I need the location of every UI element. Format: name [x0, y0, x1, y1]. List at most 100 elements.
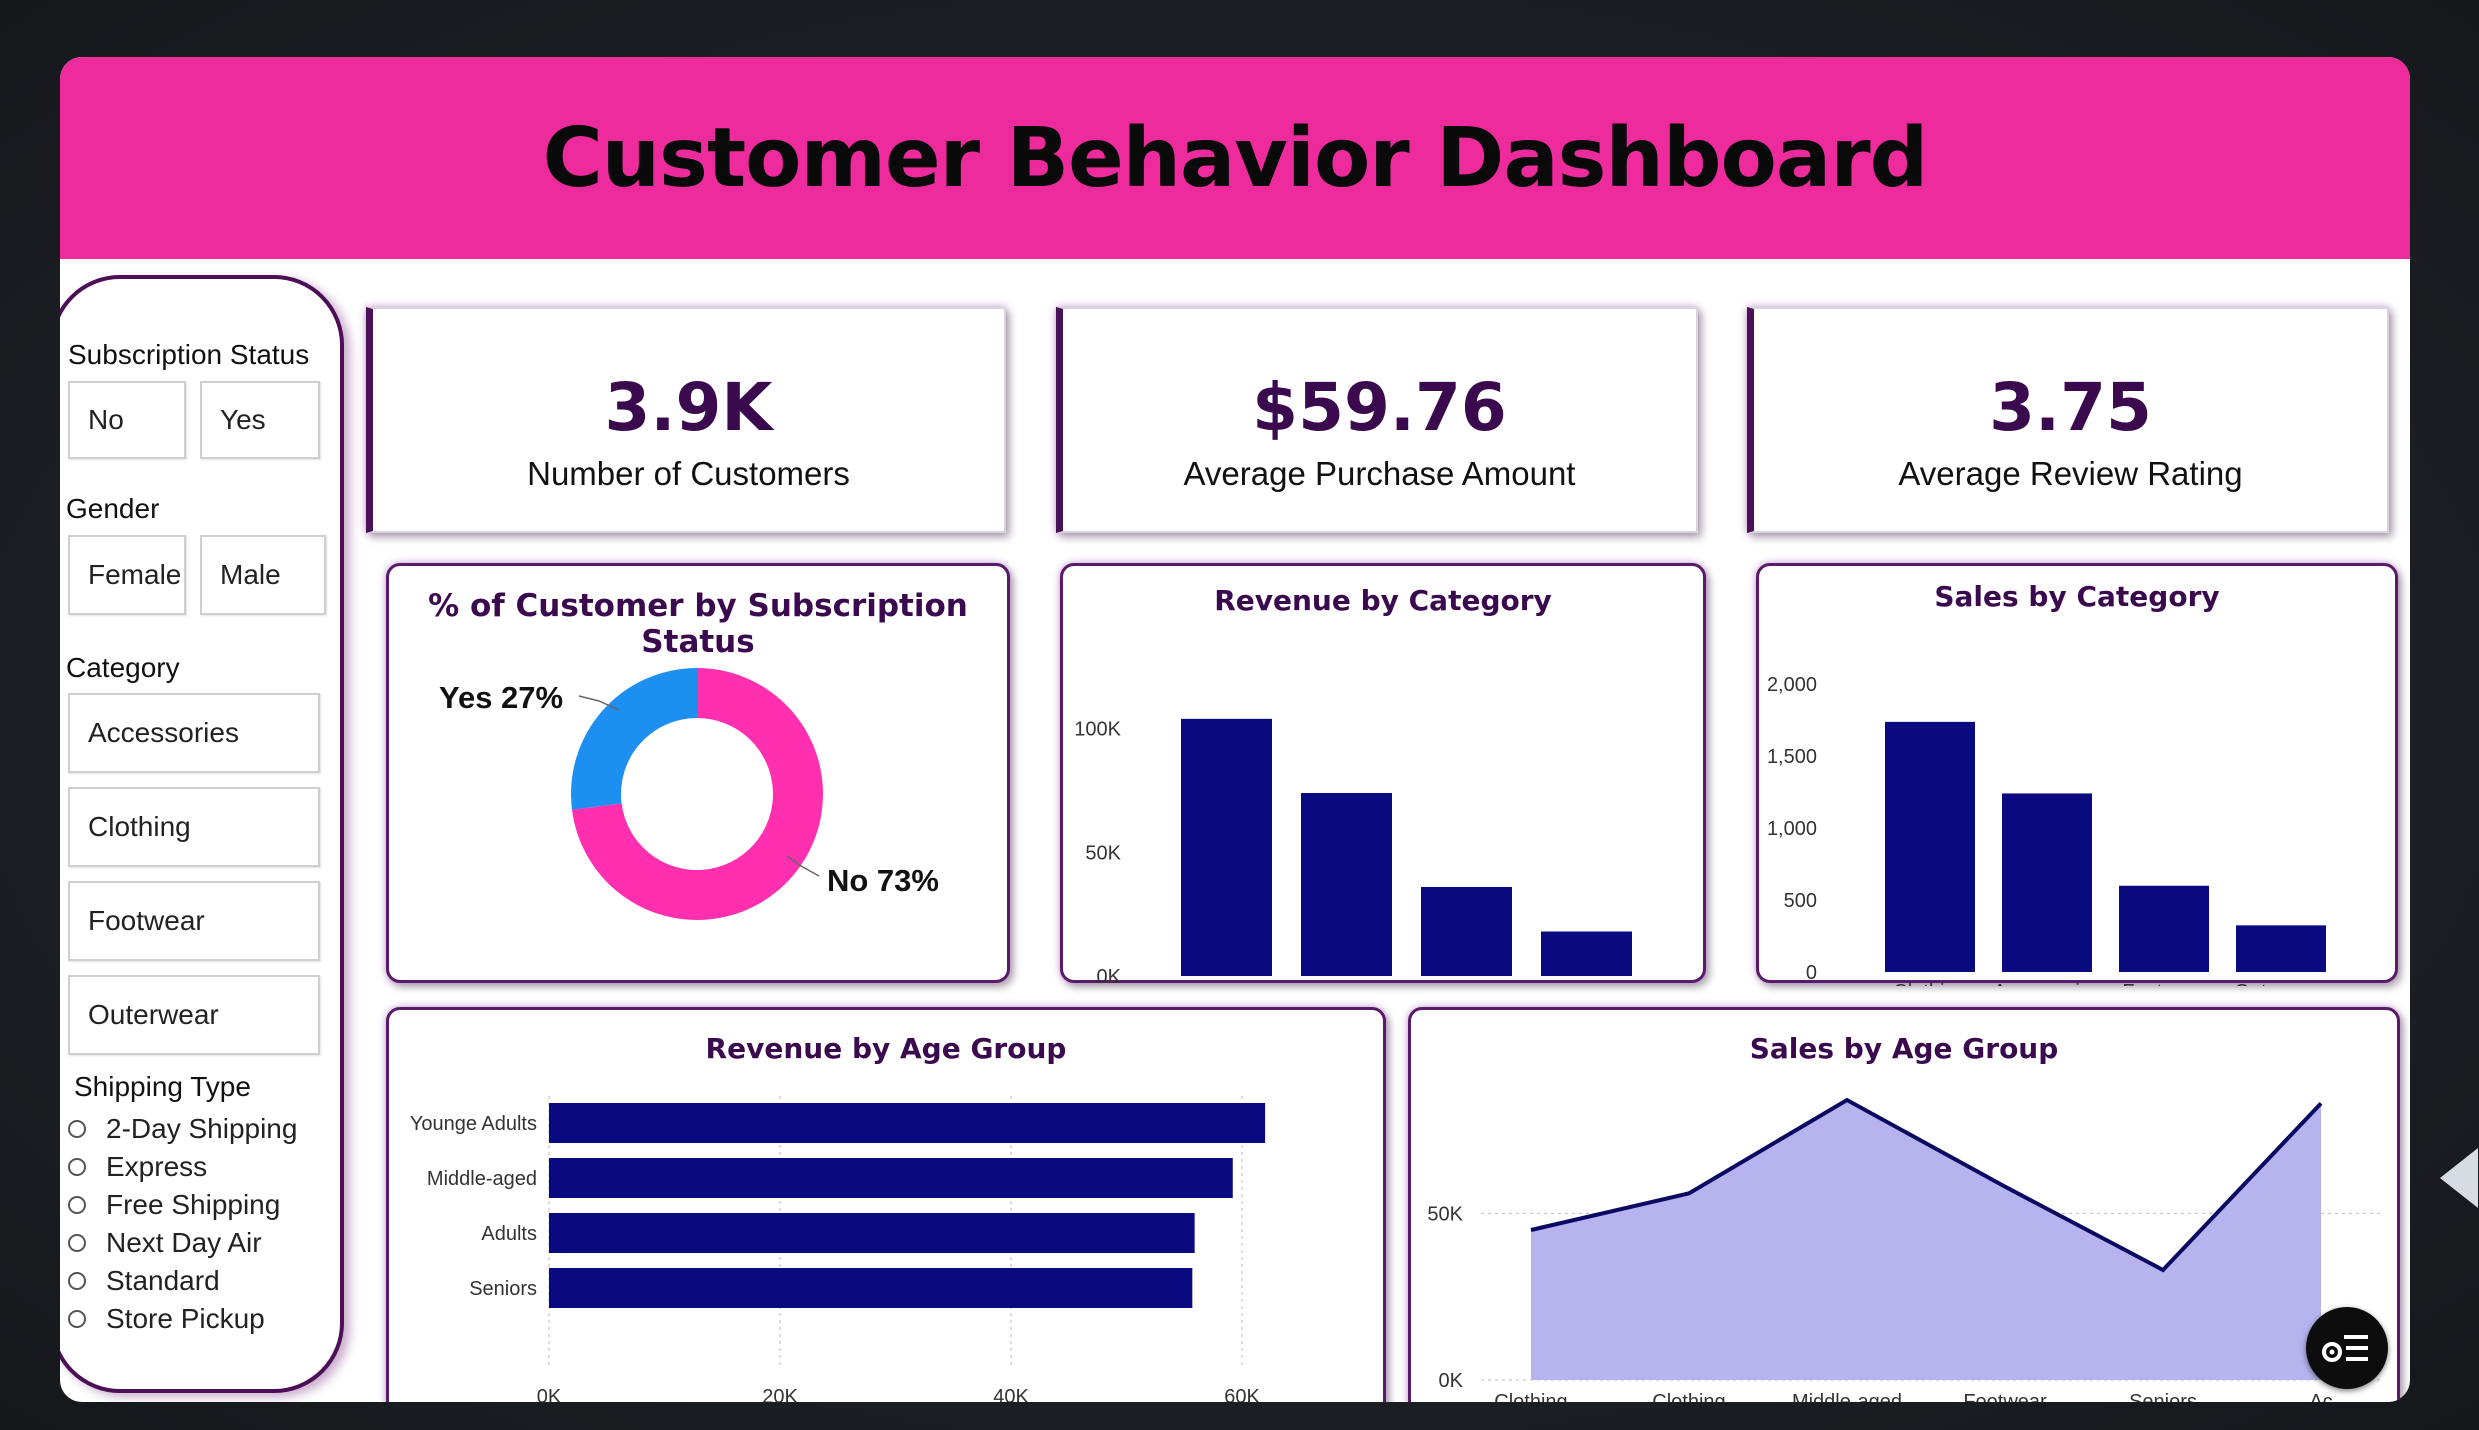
sales-by-category-card: Sales by Category 0 500 1,000 1,500 2,000 Clo… — [1756, 563, 2398, 986]
x-tick-label: Ac — [2309, 1391, 2332, 1402]
chart-title: Revenue by Age Group — [705, 1032, 1067, 1065]
subscription-yes-button[interactable]: Yes — [200, 381, 320, 459]
dashboard-screen: Customer Behavior Dashboard Subscription… — [60, 57, 2410, 1402]
x-tick-label: Outerwear — [2234, 981, 2328, 986]
shipping-option-standard[interactable]: Standard — [68, 1265, 220, 1297]
y-tick-label: Middle-aged — [427, 1168, 537, 1190]
y-tick-label: 50K — [1085, 842, 1121, 864]
gender-female-button[interactable]: Female — [68, 535, 186, 615]
category-accessories-button[interactable]: Accessories — [68, 693, 320, 773]
kpi-value: 3.75 — [1989, 369, 2152, 446]
bar-clothing — [1885, 721, 1975, 972]
shipping-option-express[interactable]: Express — [68, 1151, 207, 1183]
leader-line — [786, 855, 820, 877]
x-tick-label: Seniors — [2129, 1391, 2197, 1402]
y-tick-label: Younge Adults — [410, 1113, 537, 1135]
page-title: Customer Behavior Dashboard — [542, 110, 1929, 206]
y-tick-label: 2,000 — [1767, 674, 1817, 696]
bar-footwear — [1421, 886, 1512, 976]
x-tick-label: Clothing — [1652, 1391, 1725, 1402]
y-tick-label: 1,500 — [1767, 746, 1817, 768]
kpi-value: $59.76 — [1252, 369, 1507, 446]
shipping-option-store-pickup[interactable]: Store Pickup — [68, 1303, 265, 1335]
header-banner: Customer Behavior Dashboard — [60, 57, 2410, 259]
x-tick-label: Footwear — [1963, 1391, 2047, 1402]
sales-by-category-chart: 0 500 1,000 1,500 2,000 Clothing Accessories Fo… — [1767, 674, 2328, 986]
shipping-type-label: Shipping Type — [74, 1071, 251, 1102]
x-tick-label: 0K — [537, 1386, 562, 1402]
donut-chart: Yes 27% No 73% — [439, 668, 939, 920]
x-tick-label: 60K — [1224, 1386, 1260, 1402]
chart-title: % of Customer by Subscription Status — [428, 588, 968, 660]
kpi-value: 3.9K — [604, 369, 773, 446]
x-tick-label: Footwear — [1425, 985, 1509, 986]
sales-by-age-card: Sales by Age Group 0K 50K Clothing Clothing… — [1408, 1007, 2400, 1402]
y-tick-label: 500 — [1784, 890, 1817, 912]
revenue-by-category-card: Revenue by Category 0K 50K 100K Clothing Acc… — [1060, 563, 1706, 986]
y-tick-label: 0K — [1439, 1370, 1464, 1392]
x-tick-label: Outerwear — [1540, 985, 1634, 986]
side-arrow-icon — [2440, 1148, 2478, 1208]
x-tick-label: Accessories — [1293, 985, 1401, 986]
y-tick-label: 0K — [1097, 966, 1122, 986]
radio-icon — [68, 1310, 86, 1328]
bar-middle-aged — [549, 1158, 1233, 1198]
area-line — [1530, 1097, 2323, 1273]
y-tick-label: 100K — [1074, 719, 1121, 741]
settings-menu-button[interactable] — [2306, 1307, 2388, 1389]
radio-icon — [68, 1272, 86, 1290]
x-tick-label: Footwear — [2122, 981, 2206, 986]
kpi-card-customers: 3.9K Number of Customers — [366, 307, 1006, 533]
gender-label: Gender — [66, 493, 160, 524]
revenue-by-age-chart: 0K 20K 40K 60K Younge Adults Middle-aged Adult… — [410, 1096, 1266, 1402]
bar-adults — [549, 1213, 1195, 1253]
data-label-yes: Yes 27% — [439, 680, 563, 715]
y-tick-label: Adults — [481, 1223, 537, 1245]
radio-icon — [68, 1158, 86, 1176]
x-tick-label: Middle-aged — [1792, 1391, 1902, 1402]
x-tick-label: Accessories — [1993, 981, 2101, 986]
x-tick-label: Clothing — [1494, 1391, 1567, 1402]
category-label: Category — [66, 652, 180, 683]
gender-male-button[interactable]: Male — [200, 535, 326, 615]
bar-accessories — [2002, 793, 2092, 972]
subscription-donut-card: % of Customer by Subscription Status Yes… — [386, 563, 1010, 983]
chart-title: Sales by Age Group — [1749, 1032, 2059, 1065]
y-tick-label: 0 — [1806, 962, 1817, 984]
category-footwear-button[interactable]: Footwear — [68, 881, 320, 961]
chart-title: Revenue by Category — [1214, 584, 1552, 617]
x-tick-label: Clothing — [1190, 985, 1263, 986]
subscription-no-button[interactable]: No — [68, 381, 186, 459]
kpi-card-purchase-amount: $59.76 Average Purchase Amount — [1056, 307, 1698, 533]
kpi-label: Average Review Rating — [1898, 455, 2243, 492]
category-clothing-button[interactable]: Clothing — [68, 787, 320, 867]
revenue-by-age-card: Revenue by Age Group 0K 20K 40K 60K Younge A… — [386, 1007, 1386, 1402]
y-tick-label: 50K — [1427, 1203, 1463, 1225]
x-tick-label: Clothing — [1893, 981, 1966, 986]
bar-clothing — [1181, 718, 1272, 976]
subscription-status-label: Subscription Status — [68, 339, 310, 370]
settings-list-icon — [2322, 1335, 2368, 1362]
revenue-by-category-chart: 0K 50K 100K Clothing Accessories Footwear Oute… — [1074, 718, 1634, 986]
x-tick-label: 20K — [762, 1386, 798, 1402]
sales-by-age-chart: 0K 50K Clothing Clothing Middle-aged Footwear… — [1427, 1097, 2381, 1402]
bar-outerwear — [2236, 925, 2326, 972]
data-label-no: No 73% — [827, 863, 939, 898]
category-outerwear-button[interactable]: Outerwear — [68, 975, 320, 1055]
kpi-label: Average Purchase Amount — [1183, 455, 1576, 492]
bar-outerwear — [1541, 931, 1632, 976]
bar-accessories — [1301, 793, 1392, 976]
y-tick-label: Seniors — [469, 1278, 537, 1300]
radio-icon — [68, 1234, 86, 1252]
donut-slice-yes — [571, 668, 697, 810]
radio-icon — [68, 1196, 86, 1214]
chart-title: Sales by Category — [1934, 580, 2220, 613]
x-tick-label: 40K — [993, 1386, 1029, 1402]
y-tick-label: 1,000 — [1767, 818, 1817, 840]
shipping-option-2day[interactable]: 2-Day Shipping — [68, 1113, 297, 1145]
kpi-label: Number of Customers — [527, 455, 850, 492]
shipping-option-free[interactable]: Free Shipping — [68, 1189, 280, 1221]
shipping-option-next-day[interactable]: Next Day Air — [68, 1227, 262, 1259]
bar-footwear — [2119, 885, 2209, 972]
radio-icon — [68, 1120, 86, 1138]
